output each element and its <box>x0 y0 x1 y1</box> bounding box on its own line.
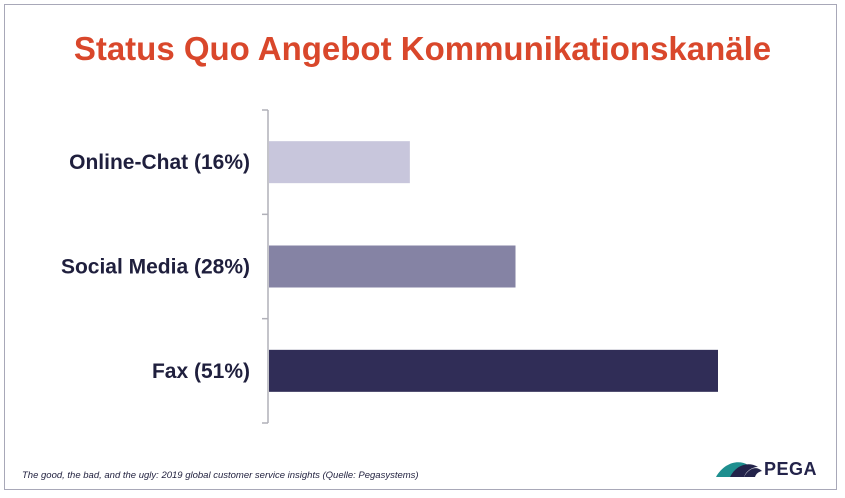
pega-logo-text: PEGA <box>764 459 818 479</box>
bar-2 <box>269 349 718 392</box>
pega-wing-icon <box>716 462 762 477</box>
category-label-1: Social Media (28%) <box>61 256 250 279</box>
bar-layer <box>269 141 718 392</box>
bar-1 <box>269 245 516 288</box>
category-label-layer: Online-Chat (16%) Social Media (28%) Fax (… <box>61 151 250 383</box>
chart-title: Status Quo Angebot Kommunikationskanäle <box>73 30 772 67</box>
axis-layer <box>262 109 269 424</box>
category-label-0: Online-Chat (16%) <box>69 151 250 174</box>
source-note: The good, the bad, and the ugly: 2019 gl… <box>22 470 419 481</box>
category-label-2: Fax (51%) <box>152 360 250 383</box>
bar-0 <box>269 141 410 184</box>
